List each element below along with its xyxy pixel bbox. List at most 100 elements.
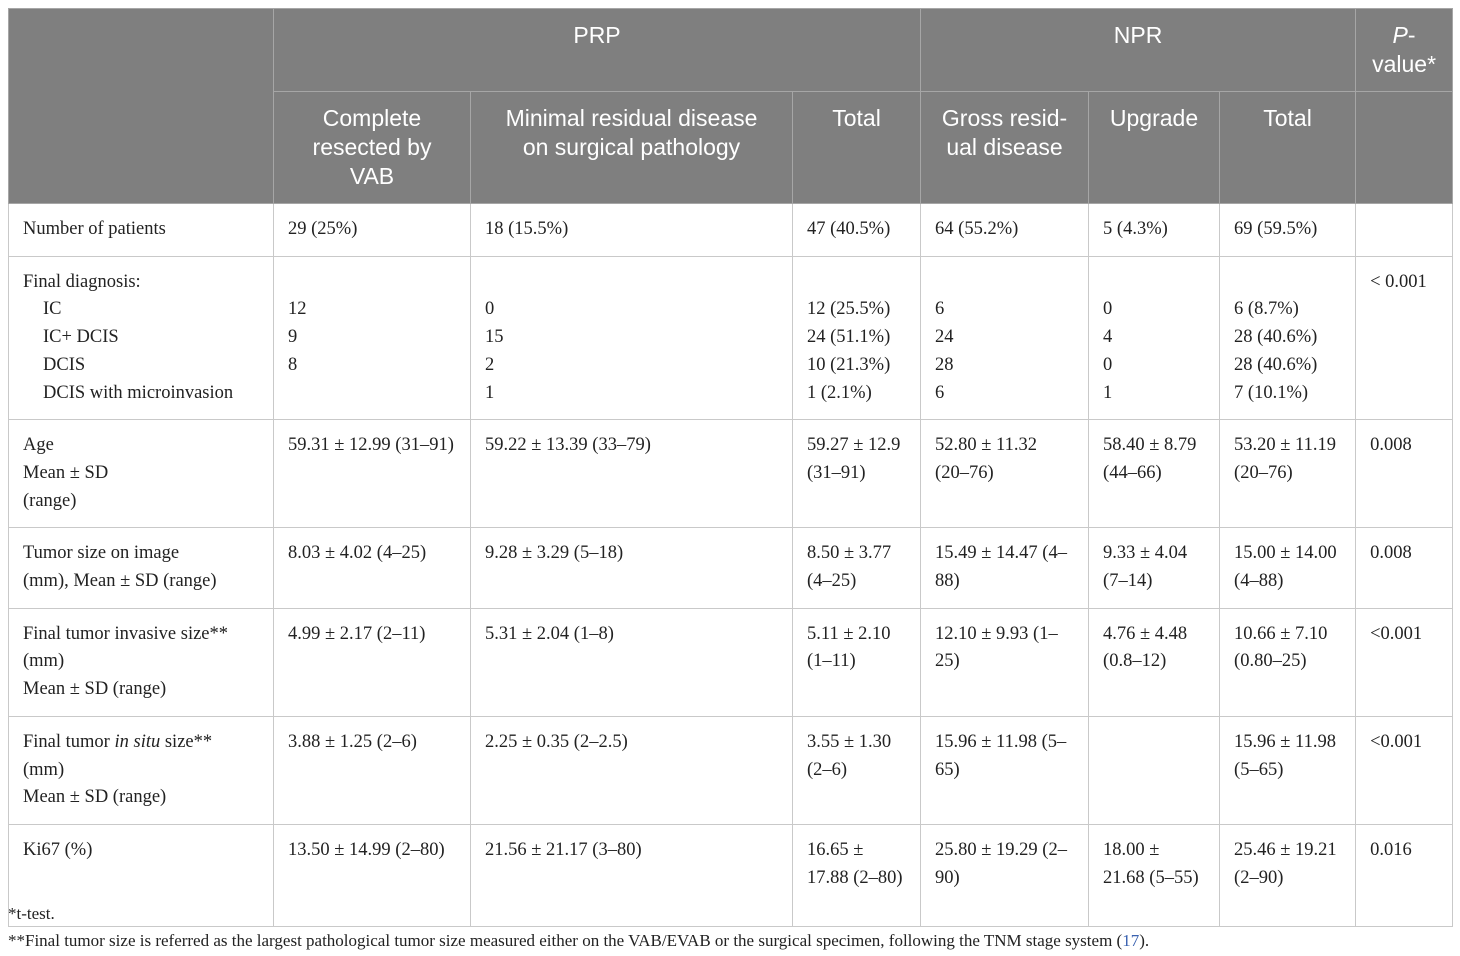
- text-segment: size**: [160, 731, 213, 752]
- cell-line: 7 (10.1%): [1234, 382, 1309, 403]
- cell-line: 4.76 ± 4.48 (0.8–12): [1103, 623, 1188, 672]
- cell-line: 4: [1103, 327, 1113, 348]
- table-cell: 59.31 ± 12.99 (31–91): [273, 419, 471, 529]
- table-cell: 47 (40.5%): [791, 203, 922, 257]
- column-header: Upgrade: [1088, 91, 1221, 204]
- table-cell: 4.99 ± 2.17 (2–11): [273, 607, 471, 717]
- cell-line: 15.96 ± 11.98 (5–65): [935, 731, 1067, 780]
- cell-line: Total: [1263, 105, 1312, 131]
- cell-line: 9.33 ± 4.04 (7–14): [1103, 543, 1188, 592]
- table-cell: 18.00 ± 21.68 (5–55): [1088, 823, 1221, 927]
- cell-line: 0: [485, 299, 495, 320]
- cell-line: Complete: [322, 105, 422, 131]
- footnote: **Final tumor size is referred as the la…: [8, 927, 1149, 954]
- group-header: NPR: [920, 8, 1357, 92]
- cell-line: 13.50 ± 14.99 (2–80): [288, 839, 445, 860]
- cell-line: 1: [1103, 382, 1113, 403]
- cell-line: VAB: [349, 163, 395, 189]
- table-cell: 25.46 ± 19.21 (2–90): [1219, 823, 1357, 927]
- table-cell: <0.001: [1355, 715, 1454, 825]
- table-cell: 2.25 ± 0.35 (2–2.5): [470, 715, 793, 825]
- table-cell: 64 (55.2%): [920, 203, 1090, 257]
- cell-line: Gross resid-: [941, 105, 1068, 131]
- cell-line: 28 (40.6%): [1234, 354, 1318, 375]
- cell-line: Final tumor invasive size**: [23, 623, 229, 644]
- table-row: Final tumor invasive size** (mm) Mean ± SD…: [8, 607, 1454, 717]
- cell-line: DCIS with microinvasion: [43, 382, 234, 403]
- table-cell: 0 4 0 1: [1088, 255, 1221, 421]
- cell-line: 59.27 ± 12.9 (31–91): [807, 435, 901, 483]
- cell-line: 28: [935, 354, 954, 375]
- cell-line: Tumor size on image: [23, 543, 180, 564]
- cell-line: 25.46 ± 19.21 (2–90): [1234, 839, 1337, 888]
- cell-line: 59.31 ± 12.99 (31–91): [288, 435, 454, 456]
- cell-line: 1 (2.1%): [807, 382, 872, 403]
- cell-line: 6: [935, 299, 945, 320]
- cell-line: IC: [43, 299, 62, 320]
- cell-line: 0.008: [1370, 435, 1412, 456]
- table-cell: 5 (4.3%): [1088, 203, 1221, 257]
- table-cell: 3.55 ± 1.30 (2–6): [791, 715, 922, 825]
- cell-line: 1: [485, 382, 495, 403]
- table-cell: [1088, 715, 1221, 825]
- table-cell: 15.49 ± 14.47 (4–88): [920, 527, 1090, 609]
- row-label: Ki67 (%): [8, 823, 274, 927]
- cell-line: **Final tumor size is referred as the la…: [8, 927, 1149, 954]
- table-cell: 21.56 ± 21.17 (3–80): [470, 823, 793, 927]
- cell-line: 3.88 ± 1.25 (2–6): [288, 731, 417, 752]
- table-cell: 59.27 ± 12.9 (31–91): [791, 419, 922, 529]
- cell-line: (range): [23, 490, 77, 511]
- row-label: Final tumor invasive size** (mm) Mean ± SD…: [8, 607, 274, 717]
- cell-line: NPR: [1113, 22, 1163, 48]
- cell-line: 8: [288, 354, 298, 375]
- table-cell: 0.016: [1355, 823, 1454, 927]
- cell-line: 0.008: [1370, 543, 1412, 564]
- reference-link[interactable]: 17: [1122, 931, 1140, 950]
- table-row: Age Mean ± SD (range) 59.31 ± 12.99 (31–91)…: [8, 419, 1454, 529]
- row-label: Age Mean ± SD (range): [8, 419, 274, 529]
- cell-line: ual disease: [946, 134, 1063, 160]
- cell-line: 5 (4.3%): [1103, 219, 1168, 239]
- cell-line: 9: [288, 327, 298, 348]
- table-cell: 8.03 ± 4.02 (4–25): [273, 527, 471, 609]
- cell-line: 25.80 ± 19.29 (2–90): [935, 839, 1067, 888]
- cell-line: PRP: [573, 22, 621, 48]
- cell-line: 6: [935, 382, 945, 403]
- cell-line: 53.20 ± 11.19 (20–76): [1234, 435, 1336, 483]
- cell-line: 29 (25%): [288, 219, 358, 239]
- table-cell: 0 15 2 1: [470, 255, 793, 421]
- cell-line: resected by: [312, 134, 432, 160]
- table-row: Final tumor in situ size** (mm) Mean ± SD …: [8, 715, 1454, 825]
- cell-line: 16.65 ± 17.88 (2–80): [807, 839, 903, 888]
- row-label: Number of patients: [8, 203, 274, 257]
- cell-line: 2: [485, 354, 495, 375]
- cell-line: Mean ± SD (range): [23, 787, 167, 808]
- cell-line: 18 (15.5%): [485, 219, 569, 239]
- column-header: Gross resid-ual disease: [920, 91, 1090, 204]
- cell-line: 15.96 ± 11.98 (5–65): [1234, 731, 1336, 780]
- cell-line: Number of patients: [23, 219, 166, 239]
- table-cell: 29 (25%): [273, 203, 471, 257]
- table-cell: 15.00 ± 14.00 (4–88): [1219, 527, 1357, 609]
- cell-line: 24 (51.1%): [807, 327, 891, 348]
- row-label: Tumor size on image (mm), Mean ± SD (rang…: [8, 527, 274, 609]
- cell-line: 2.25 ± 0.35 (2–2.5): [485, 731, 628, 752]
- data-table: PRP NPR P-value* Complete resected by VAB M…: [8, 8, 1454, 927]
- cell-line: 64 (55.2%): [935, 219, 1019, 239]
- row-label: Final diagnosis: IC IC+ DCIS DCIS DCIS with …: [8, 255, 274, 421]
- table-cell: 0.008: [1355, 527, 1454, 609]
- cell-line: IC+ DCIS: [43, 327, 119, 348]
- table-cell: 6 24 28 6: [920, 255, 1090, 421]
- cell-line: 21.56 ± 21.17 (3–80): [485, 839, 642, 860]
- cell-line: <0.001: [1370, 731, 1423, 752]
- table-row: Tumor size on image (mm), Mean ± SD (rang…: [8, 527, 1454, 609]
- table-row: Number of patients 29 (25%) 18 (15.5%) 47 (…: [8, 203, 1454, 257]
- cell-line: 5.11 ± 2.10 (1–11): [807, 623, 891, 672]
- table-cell: 15.96 ± 11.98 (5–65): [920, 715, 1090, 825]
- cell-line: 6 (8.7%): [1234, 299, 1299, 320]
- table-cell: 9.28 ± 3.29 (5–18): [470, 527, 793, 609]
- cell-line: Final tumor in situ size**: [23, 729, 259, 757]
- table-cell: 12 (25.5%) 24 (51.1%) 10 (21.3%) 1 (2.1%): [791, 255, 922, 421]
- cell-line: 12: [288, 299, 307, 320]
